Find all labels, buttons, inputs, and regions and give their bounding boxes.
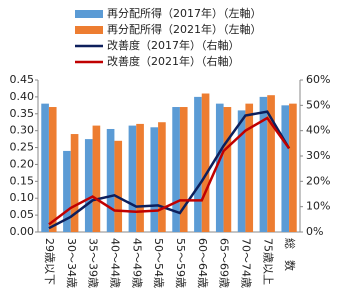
y2-tick-label: 50% bbox=[306, 98, 330, 111]
x-tick-label: 45～49歳 bbox=[130, 238, 143, 288]
legend-swatch bbox=[75, 26, 103, 34]
x-tick-label: 65～69歳 bbox=[218, 238, 231, 288]
bar bbox=[48, 107, 57, 232]
x-tick-label: 70～74歳 bbox=[239, 238, 252, 288]
y2-tick-label: 40% bbox=[306, 124, 330, 137]
line bbox=[48, 116, 291, 226]
x-tick-label: 50～54歳 bbox=[152, 238, 165, 288]
bar bbox=[136, 123, 144, 232]
x-tick-label: 40～44歳 bbox=[108, 238, 121, 288]
bar bbox=[194, 96, 202, 232]
y-tick-label: 0.20 bbox=[10, 157, 35, 170]
y-tick-label: 0.25 bbox=[10, 141, 35, 154]
y2-tick-label: 0% bbox=[306, 225, 323, 238]
y-tick-label: 0.05 bbox=[10, 208, 35, 221]
bar bbox=[114, 140, 123, 232]
y-tick-label: 0.30 bbox=[10, 124, 35, 137]
bar bbox=[63, 150, 71, 232]
bar bbox=[245, 103, 254, 233]
bar bbox=[281, 105, 290, 232]
y2-tick-label: 10% bbox=[306, 200, 330, 213]
x-tick-label: 60～64歳 bbox=[196, 238, 209, 288]
bar bbox=[215, 103, 224, 233]
bar bbox=[106, 128, 115, 232]
bar bbox=[158, 122, 166, 232]
bar bbox=[70, 134, 79, 232]
line bbox=[48, 110, 291, 230]
x-tick-label: 75歳以上 bbox=[261, 238, 274, 285]
bar bbox=[150, 127, 159, 232]
y-tick-label: 0.45 bbox=[10, 73, 35, 86]
bar bbox=[237, 110, 246, 232]
y2-tick-label: 60% bbox=[306, 73, 330, 86]
x-tick-label: 総 数 bbox=[283, 238, 297, 271]
x-tick-label: 55～59歳 bbox=[174, 238, 187, 288]
y-tick-label: 0.40 bbox=[10, 90, 35, 103]
x-tick-label: 35～39歳 bbox=[87, 238, 100, 288]
bar bbox=[92, 125, 101, 232]
bar bbox=[289, 103, 297, 233]
y-tick-label: 0.15 bbox=[10, 174, 35, 187]
y2-tick-label: 30% bbox=[306, 149, 330, 162]
x-tick-label: 30～34歳 bbox=[65, 238, 78, 288]
legend-label: 再分配所得（2017年）（左軸） bbox=[107, 6, 262, 20]
bar bbox=[84, 139, 93, 232]
y-tick-label: 0.10 bbox=[10, 191, 35, 204]
bar bbox=[201, 93, 210, 232]
legend-label: 改善度（2017年）（右軸） bbox=[107, 38, 240, 52]
bar bbox=[259, 96, 268, 232]
legend-label: 再分配所得（2021年）（左軸） bbox=[107, 22, 262, 36]
bar bbox=[223, 107, 232, 232]
y-tick-label: 0.00 bbox=[10, 225, 35, 238]
y-tick-label: 0.35 bbox=[10, 107, 35, 120]
bar bbox=[41, 103, 49, 233]
bar bbox=[128, 125, 137, 232]
y2-tick-label: 20% bbox=[306, 174, 330, 187]
x-tick-label: 29歳以下 bbox=[43, 238, 56, 285]
legend-label: 改善度（2021年）（右軸） bbox=[107, 54, 240, 68]
bar bbox=[267, 95, 275, 232]
legend-swatch bbox=[75, 10, 103, 18]
bar bbox=[179, 107, 188, 232]
bar bbox=[172, 107, 180, 232]
